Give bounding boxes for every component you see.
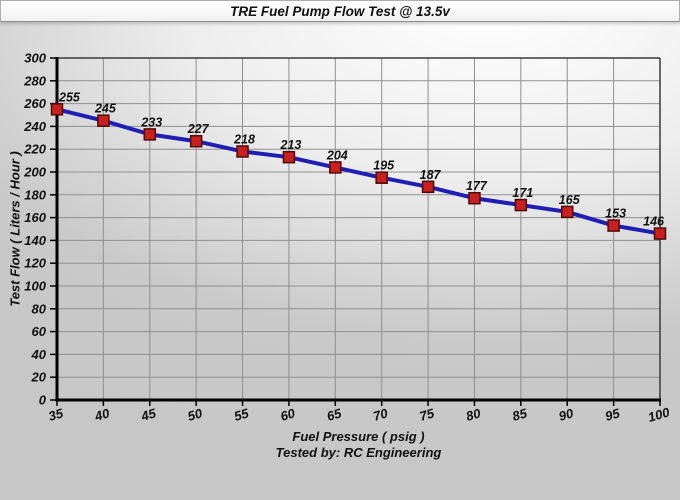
data-point-marker: [329, 161, 342, 174]
data-point-label: 153: [605, 207, 626, 221]
data-point-label: 146: [643, 215, 665, 229]
y-tick-label: 160: [24, 210, 46, 225]
flow-data-line: [55, 107, 662, 236]
tested-by-note: Tested by: RC Engineering: [275, 445, 442, 460]
x-tick-label: 70: [371, 405, 390, 424]
x-tick-label: 40: [92, 405, 112, 424]
data-point-marker: [560, 205, 574, 219]
x-tick-label: 90: [557, 405, 576, 424]
x-axis-title: Fuel Pressure ( psig ): [292, 429, 425, 444]
data-point-marker: [468, 191, 481, 205]
x-tick-label: 60: [279, 405, 298, 424]
y-tick-label: 40: [31, 347, 47, 362]
data-point-label: 233: [140, 115, 162, 129]
data-point-marker: [607, 219, 620, 232]
data-point-marker: [97, 114, 110, 127]
x-tick-label: 65: [325, 405, 344, 424]
y-tick-label: 120: [24, 256, 46, 271]
y-tick-label: 260: [23, 96, 46, 111]
x-tick-label: 50: [186, 405, 205, 424]
x-tick-label: 35: [47, 405, 66, 424]
x-tick-label: 85: [511, 405, 530, 424]
data-point-label: 227: [187, 122, 210, 136]
data-point-label: 204: [326, 148, 348, 162]
y-tick-label: 80: [32, 301, 47, 316]
data-point-marker: [143, 128, 157, 141]
y-tick-label: 300: [24, 51, 46, 66]
data-point-marker: [375, 171, 388, 184]
x-tick-label: 75: [418, 405, 437, 424]
y-tick-label: 60: [32, 324, 47, 339]
x-tick-label: 45: [139, 405, 159, 424]
y-axis-title: Test Flow ( Liters / Hour ): [7, 151, 23, 307]
y-tick-label: 180: [24, 187, 46, 202]
y-tick-label: 140: [24, 233, 46, 248]
data-point-label: 165: [559, 193, 581, 207]
data-point-label: 245: [94, 102, 117, 116]
data-point-marker: [421, 180, 435, 194]
y-tick-label: 280: [23, 73, 46, 88]
y-tick-label: 20: [31, 370, 47, 385]
x-tick-label: 55: [232, 405, 251, 424]
data-point-marker: [236, 145, 249, 158]
data-point-marker: [282, 150, 296, 164]
y-tick-label: 0: [39, 393, 47, 408]
data-point-label: 213: [279, 138, 301, 152]
data-point-label: 171: [512, 186, 533, 200]
data-point-label: 255: [58, 90, 81, 104]
data-point-marker: [50, 103, 64, 116]
x-tick-label: 100: [646, 404, 672, 425]
y-tick-label: 220: [23, 142, 46, 157]
data-point-label: 187: [420, 168, 442, 182]
x-tick-label: 95: [603, 405, 622, 424]
data-point-label: 195: [373, 159, 395, 173]
chart-title: TRE Fuel Pump Flow Test @ 13.5v: [230, 3, 450, 19]
data-point-marker: [653, 227, 667, 240]
chart-title-bar: TRE Fuel Pump Flow Test @ 13.5v: [0, 0, 680, 22]
x-tick-label: 80: [464, 405, 483, 424]
data-point-label: 218: [233, 132, 255, 146]
data-point-label: 177: [466, 179, 488, 193]
y-tick-label: 240: [23, 119, 46, 134]
data-point-marker: [189, 134, 203, 148]
data-point-marker: [514, 198, 528, 212]
y-tick-label: 200: [23, 165, 46, 180]
y-tick-label: 100: [24, 279, 46, 294]
